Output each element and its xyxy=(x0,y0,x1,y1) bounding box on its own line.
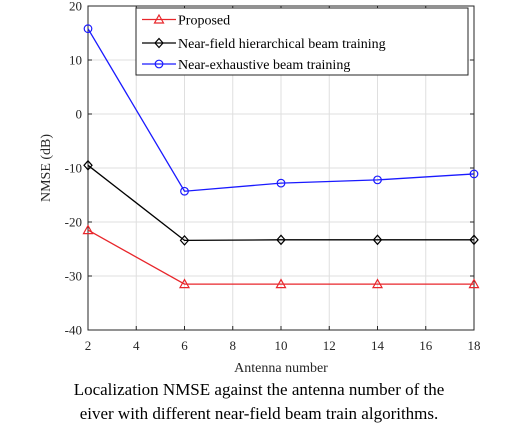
legend-marker-exhaustive xyxy=(154,59,164,69)
x-tick-label: 10 xyxy=(275,338,288,353)
y-tick-label: 0 xyxy=(76,107,83,122)
series-1 xyxy=(83,159,479,246)
data-point xyxy=(180,186,189,196)
series-0 xyxy=(82,224,480,289)
legend: Proposed Near-field hierarchical beam tr… xyxy=(135,7,469,76)
data-point xyxy=(468,278,480,289)
series-line xyxy=(87,28,475,192)
legend-label-hierarchical: Near-field hierarchical beam training xyxy=(178,37,386,52)
legend-marker-proposed xyxy=(153,13,165,24)
y-tick-label: -20 xyxy=(65,215,82,230)
data-point xyxy=(371,278,384,289)
data-point xyxy=(275,278,287,289)
data-point xyxy=(373,175,382,185)
data-point xyxy=(372,234,383,246)
x-tick-label: 2 xyxy=(85,338,92,353)
y-axis-label: NMSE (dB) xyxy=(39,134,54,202)
data-point xyxy=(276,234,286,246)
series-line xyxy=(87,164,474,242)
y-tick-label: 20 xyxy=(69,0,82,14)
legend-entry-proposed: Proposed xyxy=(142,14,230,29)
figure-caption-line-1: Localization NMSE against the antenna nu… xyxy=(73,380,445,399)
data-point xyxy=(83,159,93,171)
series-line xyxy=(87,229,474,285)
data-point xyxy=(82,224,94,235)
y-tick-label: -30 xyxy=(65,269,82,284)
x-tick-label: 16 xyxy=(419,338,433,353)
legend-marker-hierarchical xyxy=(154,37,164,49)
data-point xyxy=(178,278,191,289)
y-tick-label: -10 xyxy=(65,161,82,176)
x-tick-label: 14 xyxy=(371,338,385,353)
axis-ticks: 2 4 6 8 10 12 14 16 18 -40 -30 -20 -10 0 10 20 xyxy=(65,0,481,353)
x-tick-label: 6 xyxy=(181,338,188,353)
x-tick-label: 4 xyxy=(133,338,140,353)
x-axis-label: Antenna number xyxy=(234,361,328,376)
data-point xyxy=(276,178,286,188)
data-point xyxy=(469,234,479,246)
legend-entry-exhaustive: Near-exhaustive beam training xyxy=(142,58,350,73)
y-tick-label: 10 xyxy=(69,53,82,68)
series-2 xyxy=(83,24,479,196)
legend-box xyxy=(135,7,469,76)
legend-entry-hierarchical: Near-field hierarchical beam training xyxy=(142,37,386,52)
data-point xyxy=(469,169,479,179)
figure-caption-line-2: eiver with different near-field beam tra… xyxy=(79,404,439,423)
data-point xyxy=(83,24,93,34)
x-tick-label: 12 xyxy=(323,338,336,353)
legend-label-proposed: Proposed xyxy=(178,14,230,29)
legend-label-exhaustive: Near-exhaustive beam training xyxy=(178,58,350,73)
x-tick-label: 18 xyxy=(468,338,481,353)
data-point xyxy=(179,234,190,246)
series-layer xyxy=(82,24,480,289)
y-tick-label: -40 xyxy=(65,323,82,338)
x-tick-label: 8 xyxy=(230,338,237,353)
